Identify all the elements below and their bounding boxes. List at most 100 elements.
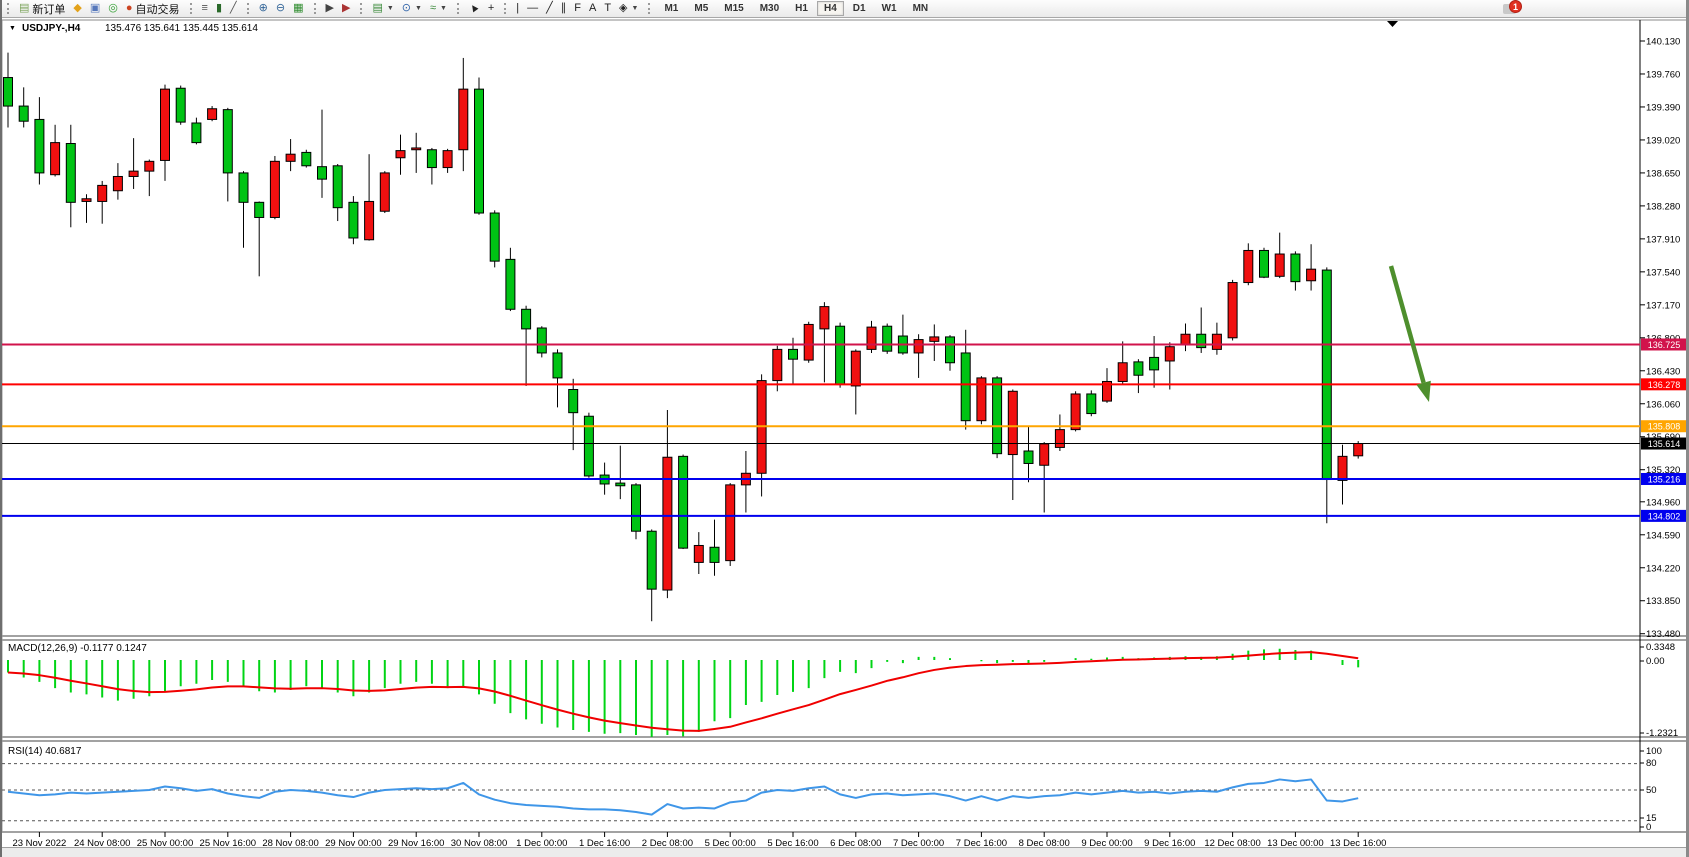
candle-body [913,339,924,354]
chevron-down-icon: ▼ [386,5,394,12]
candle-body [1227,282,1238,339]
timeframe-button-m30[interactable]: M30 [759,3,780,14]
candle-body [521,308,532,330]
icon-glyph: ⊙ [401,2,411,14]
candle-body [34,118,45,174]
toolbar-grip [313,3,318,14]
auto-trading-button[interactable]: ● 自动交易 [122,0,184,17]
candles-layer [3,52,1364,622]
candle-body [803,323,814,361]
trend-arrow-head [1416,380,1431,402]
cursor-icon[interactable]: ▲ [465,0,484,17]
timeframe-button-h4[interactable]: H4 [816,1,844,16]
signal-icon[interactable]: ◎ [104,0,122,17]
timeframe-button-mn[interactable]: MN [912,3,929,14]
candle-body [222,109,233,174]
candle-body [1306,268,1317,282]
macd-panel: 0.3348 0.00 -1.2321 [7,642,1678,739]
new-order-button[interactable]: ▤ 新订单 [15,0,69,17]
toolbar-grip [360,3,364,14]
notification-badge: 1 [1509,0,1522,13]
toolbar-grip [189,3,194,14]
fibonacci-icon[interactable]: F [570,0,585,17]
candle-body [238,172,249,203]
price-level-badge [1641,378,1686,391]
candle-body [1117,362,1128,382]
window-right-edge [1686,0,1689,857]
icon-glyph: ≈ [429,2,436,14]
price-tick-label: 139.020 [1646,135,1680,146]
candle-body [175,87,186,123]
timeframe-button-w1[interactable]: W1 [881,3,897,14]
icon-glyph: ▲ [466,0,482,17]
trendline-icon[interactable]: ╱ [542,0,557,17]
icon-glyph: + [487,2,495,14]
chart-dropdown-icon[interactable]: ▼ [9,25,16,32]
time-tick-label: 13 Dec 16:00 [1330,838,1387,849]
horizontal-line-icon[interactable]: — [523,0,542,17]
periods-button[interactable]: ⊙ ▼ [398,0,426,17]
candle-body [583,415,594,477]
time-tick-label: 28 Nov 08:00 [262,838,319,849]
timeframe-button-m1[interactable]: M1 [664,3,679,14]
chart-shift-icon[interactable]: ▶ [338,0,354,17]
toolbar-grip [7,3,11,14]
candle-body [97,184,108,202]
zoom-out-button[interactable]: ⊖ [272,0,289,17]
chart-symbol-title: USDJPY-,H4 [22,23,81,34]
chevron-down-icon: ▼ [439,5,447,12]
icon-glyph: ▮ [215,2,223,14]
chevron-down-icon: ▼ [631,5,639,12]
time-tick-label: 23 Nov 2022 [12,838,66,849]
macd-scale-label: -1.2321 [1646,728,1678,739]
price-level-badge [1641,437,1686,450]
line-chart-icon[interactable]: ╱ [226,0,241,17]
candle-body [65,142,76,203]
candle-body [395,150,406,159]
price-tick-label: 137.540 [1646,267,1680,278]
new-chart-button[interactable]: ▤ ▼ [368,0,397,17]
market-watch-icon[interactable]: ◆ [69,0,85,17]
toolbar-group: ▤ 新订单 ◆ ▣ ◎ ● 自动交易 [3,0,186,17]
candle-body [285,153,296,162]
indicators-button[interactable]: ≈ ▼ [426,0,451,17]
data-window-icon[interactable]: ▣ [86,0,104,17]
time-tick-label: 5 Dec 00:00 [705,838,756,849]
tile-windows-icon[interactable]: ▦ [289,0,307,17]
toolbar-group: | — ╱ ∥ F A T ◈ ▼ [500,0,644,17]
candle-body [379,172,390,212]
auto-scroll-icon[interactable]: ▶ [322,0,338,17]
timeframe-button-d1[interactable]: D1 [852,3,866,14]
notifications-button[interactable]: 1 [1503,0,1522,16]
candlestick-chart-icon[interactable]: ▮ [212,0,226,17]
candle-body [646,530,657,590]
time-tick-label: 9 Dec 00:00 [1081,838,1132,849]
candle-body [1164,346,1175,362]
timeframe-button-h1[interactable]: H1 [795,3,808,14]
candle-body [128,170,139,177]
candle-body [269,160,280,218]
rsi-scale-label: 15 [1646,813,1657,824]
rsi-scale-label: 100 [1646,746,1662,757]
time-tick-label: 1 Dec 00:00 [516,838,567,849]
price-level-badge [1641,509,1686,522]
arrows-icon[interactable]: ◈ ▼ [615,0,642,17]
text-icon[interactable]: A [585,0,600,17]
text-label-icon[interactable]: T [600,0,615,17]
crosshair-icon[interactable]: + [484,0,498,17]
icon-glyph: ∥ [560,2,567,14]
timeframe-button-m5[interactable]: M5 [694,3,709,14]
timeframe-button-m15[interactable]: M15 [724,3,744,14]
toolbar-group: ▶ ▶ [310,0,357,17]
chevron-down-icon: ▼ [415,5,422,12]
channel-icon[interactable]: ∥ [557,0,571,17]
candle-body [992,377,1003,455]
candle-body [1102,380,1112,402]
bar-chart-icon[interactable]: ≡ [198,0,212,17]
toolbar-group: ≡ ▮ ╱ [186,0,243,17]
price-axis: 140.130 139.760 139.390 139.020 138.650 138.2… [1640,37,1680,640]
vertical-line-icon[interactable]: | [512,0,523,17]
rsi-scale-label: 50 [1646,785,1657,796]
zoom-in-button[interactable]: ⊕ [255,0,272,17]
